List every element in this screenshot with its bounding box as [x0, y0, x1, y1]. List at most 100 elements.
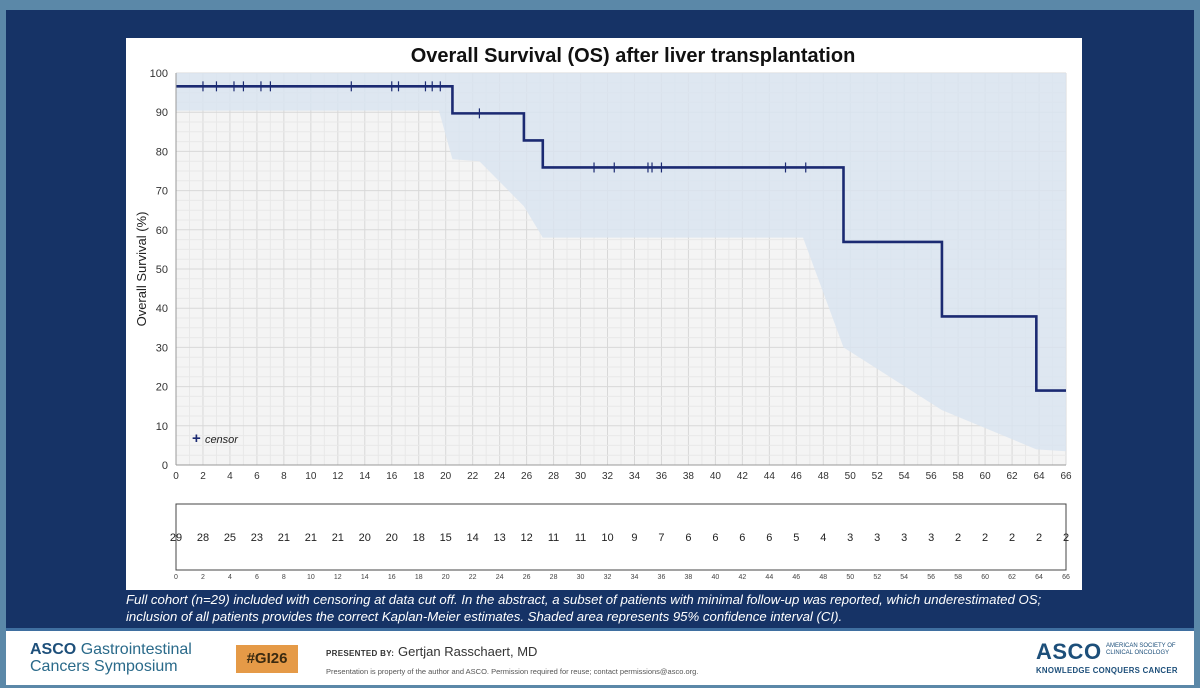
risk-table-x-tick: 10: [307, 574, 315, 581]
x-tick-label: 46: [791, 471, 803, 482]
risk-table-value: 15: [440, 532, 452, 544]
asco-society-name: AMERICAN SOCIETY OF CLINICAL ONCOLOGY: [1106, 643, 1176, 656]
x-tick-label: 24: [494, 471, 506, 482]
y-tick-label: 10: [156, 421, 168, 433]
x-tick-label: 28: [548, 471, 560, 482]
risk-table-value: 12: [520, 532, 532, 544]
risk-table-value: 21: [278, 532, 290, 544]
risk-table-x-tick: 28: [550, 574, 558, 581]
risk-table-value: 13: [494, 532, 506, 544]
risk-table-x-tick: 26: [523, 574, 531, 581]
x-tick-label: 34: [629, 471, 641, 482]
risk-table-x-tick: 18: [415, 574, 423, 581]
x-tick-label: 8: [281, 471, 287, 482]
symposium-logo: ASCO Gastrointestinal Cancers Symposium: [30, 641, 192, 675]
risk-table-value: 2: [982, 532, 988, 544]
x-tick-label: 60: [980, 471, 992, 482]
x-tick-label: 42: [737, 471, 749, 482]
asco-logo: ASCO AMERICAN SOCIETY OF CLINICAL ONCOLO…: [1036, 641, 1181, 676]
risk-table-value: 2: [1009, 532, 1015, 544]
risk-table-value: 20: [359, 532, 371, 544]
slide-frame: 0 10 20 30 40 50 60 70 80 90 100 0 2 4 6 8 10 12 14 16 18 20 2…: [6, 10, 1194, 685]
x-tick-label: 36: [656, 471, 668, 482]
presented-by-label: PRESENTED BY:: [326, 649, 395, 658]
risk-table-x-tick: 60: [981, 574, 989, 581]
x-tick-label: 48: [818, 471, 830, 482]
risk-table-value: 2: [1063, 532, 1069, 544]
risk-table-x-tick: 54: [900, 574, 908, 581]
y-tick-label: 70: [156, 186, 168, 198]
risk-table-value: 25: [224, 532, 236, 544]
chart-title: Overall Survival (OS) after liver transp…: [411, 45, 856, 67]
risk-table-x-tick: 34: [631, 574, 639, 581]
risk-table-x-tick: 14: [361, 574, 369, 581]
risk-table-x-tick: 50: [846, 574, 854, 581]
risk-table-value: 3: [874, 532, 880, 544]
y-tick-label: 60: [156, 225, 168, 237]
risk-table-value: 11: [575, 532, 586, 544]
risk-table-x-tick: 48: [819, 574, 827, 581]
x-tick-label: 30: [575, 471, 587, 482]
risk-table-x-tick: 42: [738, 574, 746, 581]
x-tick-label: 12: [332, 471, 344, 482]
risk-table-value: 18: [413, 532, 425, 544]
risk-table-value: 3: [928, 532, 934, 544]
y-tick-label: 80: [156, 146, 168, 158]
symposium-line2: Cancers Symposium: [30, 658, 178, 675]
x-tick-label: 22: [467, 471, 479, 482]
risk-table-x-tick: 46: [792, 574, 800, 581]
risk-table-value: 29: [170, 532, 182, 544]
y-tick-label: 30: [156, 342, 168, 354]
x-tick-label: 32: [602, 471, 614, 482]
y-tick-label: 40: [156, 303, 168, 315]
risk-table-x-tick: 66: [1062, 574, 1070, 581]
footer-bar: ASCO Gastrointestinal Cancers Symposium …: [6, 628, 1194, 685]
risk-table-value: 4: [820, 532, 826, 544]
risk-table-x-tick: 56: [927, 574, 935, 581]
risk-table-value: 6: [766, 532, 772, 544]
risk-table-x-tick: 52: [873, 574, 881, 581]
risk-table-value: 6: [712, 532, 718, 544]
risk-table-x-tick: 0: [174, 574, 178, 581]
risk-table-x-tick: 12: [334, 574, 342, 581]
x-tick-label: 20: [440, 471, 452, 482]
risk-table-x-tick: 20: [442, 574, 450, 581]
x-tick-label: 0: [173, 471, 179, 482]
x-tick-label: 38: [683, 471, 695, 482]
x-tick-label: 18: [413, 471, 425, 482]
risk-table-x-tick: 44: [765, 574, 773, 581]
risk-table-value: 3: [901, 532, 907, 544]
risk-table-value: 28: [197, 532, 209, 544]
x-tick-label: 4: [227, 471, 233, 482]
x-tick-label: 64: [1033, 471, 1045, 482]
x-tick-label: 2: [200, 471, 206, 482]
risk-table-value: 14: [467, 532, 479, 544]
y-tick-label: 50: [156, 264, 168, 276]
y-tick-label: 100: [150, 68, 168, 80]
risk-table-x-tick: 36: [658, 574, 666, 581]
x-tick-label: 40: [710, 471, 722, 482]
x-tick-label: 56: [926, 471, 938, 482]
risk-table-x-tick: 30: [577, 574, 585, 581]
risk-table-x-tick: 6: [255, 574, 259, 581]
risk-table-value: 5: [793, 532, 799, 544]
x-tick-label: 62: [1006, 471, 1018, 482]
risk-table-x-tick: 40: [711, 574, 719, 581]
risk-table-value: 2: [955, 532, 961, 544]
risk-table-value: 10: [601, 532, 613, 544]
risk-table-box: [175, 503, 1067, 571]
copyright-notice: Presentation is property of the author a…: [326, 667, 699, 676]
x-tick-label: 54: [899, 471, 911, 482]
y-tick-label: 90: [156, 107, 168, 119]
risk-table-x-tick: 62: [1008, 574, 1016, 581]
risk-table-x-tick: 22: [469, 574, 477, 581]
risk-table-x-tick: 38: [685, 574, 693, 581]
risk-table-value: 7: [658, 532, 664, 544]
symposium-brand: ASCO: [30, 641, 77, 658]
y-axis-label: Overall Survival (%): [134, 212, 149, 327]
risk-table-value: 2: [1036, 532, 1042, 544]
x-tick-label: 6: [254, 471, 260, 482]
risk-table-x-tick: 8: [282, 574, 286, 581]
chart-caption: Full cohort (n=29) included with censori…: [126, 592, 1042, 624]
